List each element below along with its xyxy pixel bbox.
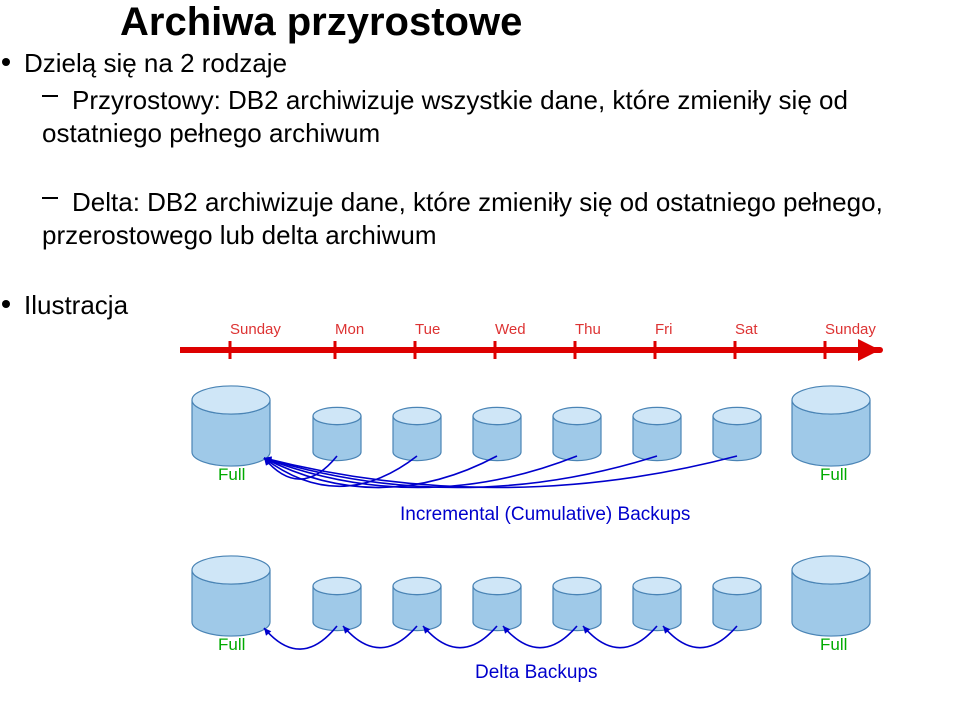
bullet-2: Ilustracja [2, 290, 128, 321]
sub-bullet-1-text: Przyrostowy: DB2 archiwizuje wszystkie d… [42, 85, 848, 148]
svg-text:Tue: Tue [415, 321, 440, 338]
slide-title: Archiwa przyrostowe [120, 0, 522, 45]
svg-text:Mon: Mon [335, 321, 364, 338]
bullet-1-text: Dzielą się na 2 rodzaje [24, 48, 287, 78]
sub-bullet-2: Delta: DB2 archiwizuje dane, które zmien… [42, 186, 922, 251]
sub-bullet-1: Przyrostowy: DB2 archiwizuje wszystkie d… [42, 84, 922, 149]
dash-icon [42, 95, 58, 97]
svg-text:Full: Full [218, 635, 245, 654]
svg-text:Sat: Sat [735, 321, 758, 338]
bullet-2-text: Ilustracja [24, 290, 128, 320]
svg-text:Fri: Fri [655, 321, 673, 338]
backup-diagram: Sunday Mon Tue Wed Thu Fri Sat Sunday Full Full In… [180, 320, 940, 690]
svg-text:Full: Full [218, 465, 245, 484]
dash-icon [42, 197, 58, 199]
svg-text:Full: Full [820, 465, 847, 484]
svg-text:Wed: Wed [495, 321, 526, 338]
svg-text:Sunday: Sunday [825, 321, 876, 338]
svg-text:Incremental (Cumulative) Backu: Incremental (Cumulative) Backups [400, 504, 690, 525]
sub-bullet-2-text: Delta: DB2 archiwizuje dane, które zmien… [42, 187, 883, 250]
bullet-dot-icon [2, 58, 10, 66]
svg-text:Sunday: Sunday [230, 321, 281, 338]
svg-text:Full: Full [820, 635, 847, 654]
bullet-1: Dzielą się na 2 rodzaje [2, 48, 287, 79]
svg-text:Thu: Thu [575, 321, 601, 338]
bullet-dot-icon [2, 300, 10, 308]
svg-text:Delta Backups: Delta Backups [475, 662, 598, 683]
